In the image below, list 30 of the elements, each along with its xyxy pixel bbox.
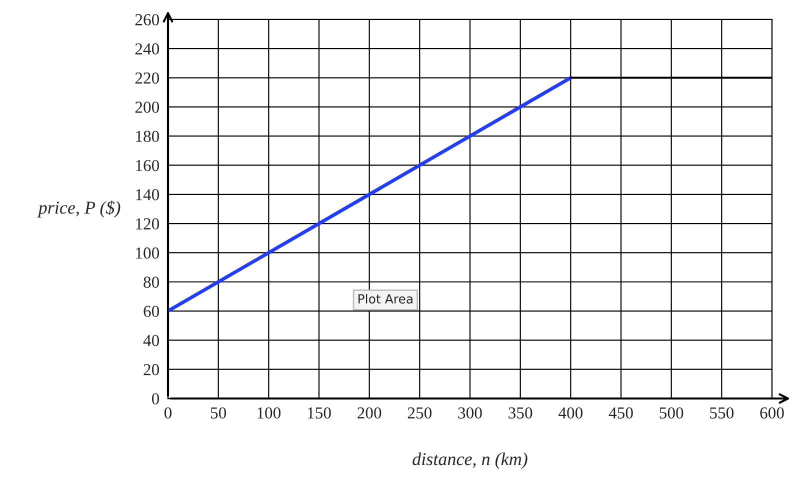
x-tick-label: 200 — [358, 407, 382, 419]
y-tick-label: 0 — [152, 393, 160, 404]
y-tick-label: 200 — [135, 102, 160, 113]
y-tick-label: 80 — [144, 276, 160, 288]
x-tick-label: 350 — [508, 407, 532, 419]
annotation: Plot Area — [358, 294, 412, 304]
x-tick-label: 550 — [710, 407, 734, 419]
y-tick-label: 140 — [136, 189, 160, 200]
y-tick-label: 40 — [143, 334, 160, 346]
y-tick-label: 120 — [136, 218, 160, 230]
x-tick-label: 450 — [608, 407, 633, 419]
y-tick-label: 260 — [135, 14, 160, 26]
y-tick-label: 100 — [136, 247, 160, 259]
x-tick-label: 250 — [408, 407, 432, 419]
x-tick-label: 600 — [760, 407, 784, 419]
x-tick-label: 50 — [210, 407, 226, 419]
x-tick-label: 150 — [308, 407, 331, 419]
x-tick-label: 100 — [258, 407, 281, 419]
y-tick-label: 20 — [144, 364, 160, 376]
y-axis-title: price, P ($) — [37, 200, 120, 218]
x-tick-label: 400 — [558, 407, 583, 419]
x-tick-label: 300 — [458, 407, 482, 419]
x-axis-title: distance, n (km) — [412, 452, 528, 469]
y-tick-label: 240 — [135, 43, 160, 55]
y-tick-label: 160 — [136, 160, 160, 172]
y-tick-label: 220 — [135, 72, 160, 84]
x-tick-label: 0 — [164, 407, 172, 419]
y-tick-label: 60 — [144, 306, 160, 317]
x-tick-label: 500 — [660, 407, 684, 419]
y-tick-label: 180 — [136, 130, 160, 142]
